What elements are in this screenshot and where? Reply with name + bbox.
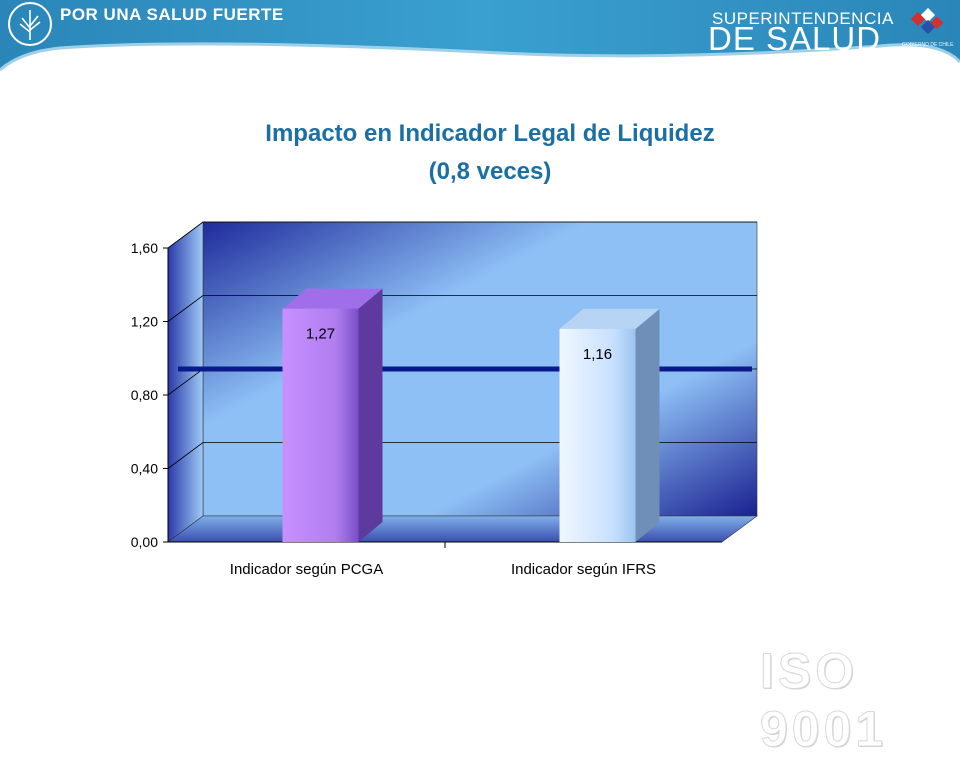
- y-axis-ticks: 0,00 0,40 0,80 1,20 1,60: [131, 240, 168, 550]
- x-tick-label: Indicador según PCGA: [230, 561, 383, 578]
- chart-frame: [167, 221, 758, 543]
- iso-9001-watermark: ISO 9001: [760, 643, 888, 758]
- bar-chart: 1,27 1,16 0,00 0,40 0,80 1,20 1,60 Indicador …: [131, 221, 758, 578]
- header-banner: POR UNA SALUD FUERTE SUPERINTENDENCIA DE…: [0, 0, 960, 110]
- bar: [282, 308, 359, 542]
- bar-top: [559, 308, 660, 329]
- chart-subtitle: (0,8 veces): [428, 158, 552, 185]
- gridline: [167, 221, 757, 249]
- tree-logo-icon: [8, 2, 52, 46]
- banner-background: [0, 0, 960, 72]
- bar-value-label: 1,27: [306, 326, 335, 343]
- bar: [559, 328, 636, 542]
- gobierno-label: GOBIERNO DE CHILE: [902, 42, 954, 48]
- chart-floor: [167, 515, 758, 543]
- y-tick-label: 0,40: [131, 461, 158, 477]
- y-tick-label: 0,00: [131, 534, 158, 550]
- gridline: [167, 295, 757, 322]
- gobierno-logo-icon: [910, 7, 944, 35]
- bar-group: 1,27: [282, 288, 383, 542]
- chart-title: Impacto en Indicador Legal de Liquidez: [265, 120, 715, 147]
- y-tick-label: 1,60: [131, 240, 158, 256]
- bar-value-label: 1,16: [583, 346, 612, 363]
- slogan-text: POR UNA SALUD FUERTE: [60, 5, 284, 24]
- y-tick-label: 0,80: [131, 387, 158, 403]
- chart-bars: 1,27 1,16: [282, 288, 660, 542]
- bar-group: 1,16: [559, 308, 660, 542]
- bar-side: [358, 288, 383, 542]
- x-axis-ticks: Indicador según PCGA Indicador según IFRS: [230, 542, 656, 578]
- bar-top: [282, 288, 383, 309]
- bar-side: [635, 308, 660, 542]
- agency-name-line2: DE SALUD: [708, 20, 882, 57]
- agency-name-line1: SUPERINTENDENCIA: [712, 9, 894, 28]
- y-tick-label: 1,20: [131, 314, 158, 330]
- x-tick-label: Indicador según IFRS: [511, 561, 656, 578]
